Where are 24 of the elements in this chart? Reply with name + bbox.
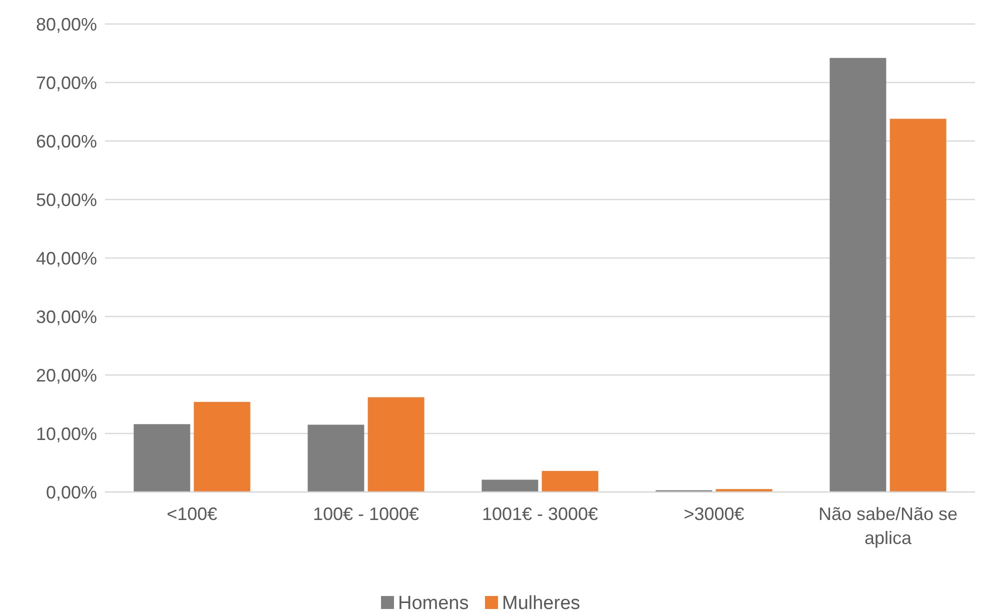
x-tick-label: Não sabe/Não se aplica bbox=[818, 504, 958, 548]
y-tick-label: 70,00% bbox=[36, 72, 97, 93]
legend-label: Homens bbox=[398, 593, 469, 613]
y-tick-label: 20,00% bbox=[36, 365, 97, 386]
y-tick-label: 80,00% bbox=[36, 14, 97, 34]
bar bbox=[830, 58, 886, 492]
y-tick-label: 60,00% bbox=[36, 131, 97, 152]
bar bbox=[308, 424, 364, 492]
x-tick-label: 1001€ - 3000€ bbox=[482, 504, 598, 524]
y-tick-label: 0,00% bbox=[46, 482, 97, 502]
x-tick-label: 100€ - 1000€ bbox=[312, 504, 420, 524]
bar bbox=[194, 402, 250, 492]
y-tick-label: 40,00% bbox=[36, 248, 97, 268]
bar bbox=[134, 424, 190, 492]
bar bbox=[542, 470, 598, 492]
bar bbox=[890, 118, 946, 492]
y-tick-label: 30,00% bbox=[36, 306, 97, 327]
bar bbox=[368, 397, 424, 492]
bar bbox=[482, 480, 538, 492]
y-tick-label: 50,00% bbox=[36, 190, 97, 210]
legend-label: Mulheres bbox=[502, 593, 580, 613]
x-tick-label: >3000€ bbox=[684, 504, 744, 524]
x-tick-label: <100€ bbox=[166, 504, 218, 524]
y-tick-label: 10,00% bbox=[36, 424, 97, 444]
